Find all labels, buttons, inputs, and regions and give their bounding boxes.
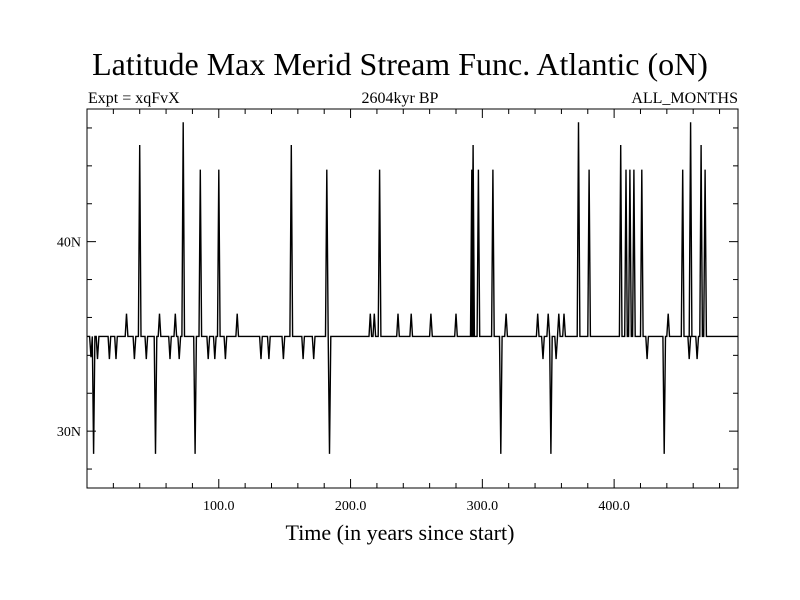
period-label: 2604kyr BP xyxy=(361,90,439,107)
tick-labels: 100.0 200.0 300.0 400.0 30N 40N xyxy=(57,236,630,514)
x-tick-label: 300.0 xyxy=(467,499,499,514)
experiment-label: Expt = xqFvX xyxy=(88,90,180,107)
x-tick-label: 400.0 xyxy=(598,499,630,514)
x-tick-label: 200.0 xyxy=(335,499,367,514)
months-label: ALL_MONTHS xyxy=(631,90,738,107)
series-line xyxy=(87,122,738,454)
x-axis-label: Time (in years since start) xyxy=(285,520,515,545)
x-tick-label: 100.0 xyxy=(203,499,235,514)
y-tick-label: 30N xyxy=(57,425,81,440)
y-tick-label: 40N xyxy=(57,236,81,251)
plot-frame xyxy=(86,108,739,489)
chart-title: Latitude Max Merid Stream Func. Atlantic… xyxy=(92,46,708,82)
